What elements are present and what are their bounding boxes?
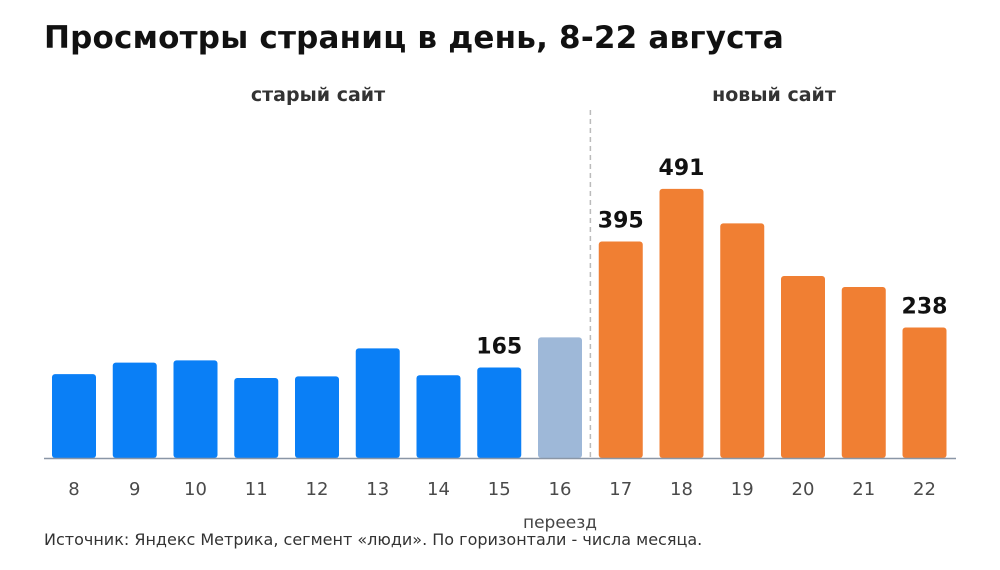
bar-8 bbox=[52, 374, 96, 458]
x-tick-labels-layer: 8 9 10 11 12 13 14 15 16 17 18 19 20 21 22 bbox=[68, 479, 936, 500]
bar-15 bbox=[477, 367, 522, 458]
bar-13 bbox=[355, 348, 400, 458]
x-tick-label-21: 21 bbox=[852, 479, 875, 500]
x-tick-label-22: 22 bbox=[913, 479, 936, 500]
x-tick-label-8: 8 bbox=[68, 479, 79, 500]
x-tick-label-18: 18 bbox=[670, 479, 693, 500]
bar-10 bbox=[173, 360, 218, 458]
bar-12 bbox=[295, 376, 339, 458]
x-tick-label-13: 13 bbox=[366, 479, 389, 500]
x-tick-label-15: 15 bbox=[488, 479, 511, 500]
bar-18 bbox=[659, 188, 704, 458]
value-label-22: 238 bbox=[902, 295, 948, 320]
move-annotation: переезд bbox=[523, 513, 597, 533]
value-labels-layer: 165 395 491 238 bbox=[476, 156, 947, 360]
value-label-15: 165 bbox=[476, 335, 522, 360]
x-tick-label-16: 16 bbox=[549, 479, 572, 500]
bar-14 bbox=[416, 375, 461, 458]
bar-21 bbox=[841, 286, 886, 458]
x-tick-label-17: 17 bbox=[609, 479, 632, 500]
bar-20 bbox=[781, 276, 825, 458]
bar-19 bbox=[720, 223, 765, 458]
x-tick-label-11: 11 bbox=[245, 479, 268, 500]
bars-layer bbox=[52, 188, 947, 458]
bar-11 bbox=[234, 377, 279, 458]
source-note: Источник: Яндекс Метрика, сегмент «люди»… bbox=[44, 530, 703, 549]
value-label-18: 491 bbox=[659, 156, 705, 181]
new-site-segment-label: новый сайт bbox=[712, 84, 836, 106]
chart-title: Просмотры страниц в день, 8-22 августа bbox=[44, 20, 785, 56]
bar-17 bbox=[598, 241, 643, 458]
bar-22 bbox=[902, 327, 947, 458]
value-label-17: 395 bbox=[598, 208, 644, 233]
x-tick-label-14: 14 bbox=[427, 479, 450, 500]
x-tick-label-9: 9 bbox=[129, 479, 140, 500]
x-tick-label-10: 10 bbox=[184, 479, 207, 500]
x-tick-label-19: 19 bbox=[731, 479, 754, 500]
x-tick-label-20: 20 bbox=[792, 479, 815, 500]
bar-9 bbox=[112, 362, 157, 458]
x-tick-label-12: 12 bbox=[306, 479, 329, 500]
bar-16 bbox=[538, 337, 582, 458]
old-site-segment-label: старый сайт bbox=[251, 84, 385, 106]
